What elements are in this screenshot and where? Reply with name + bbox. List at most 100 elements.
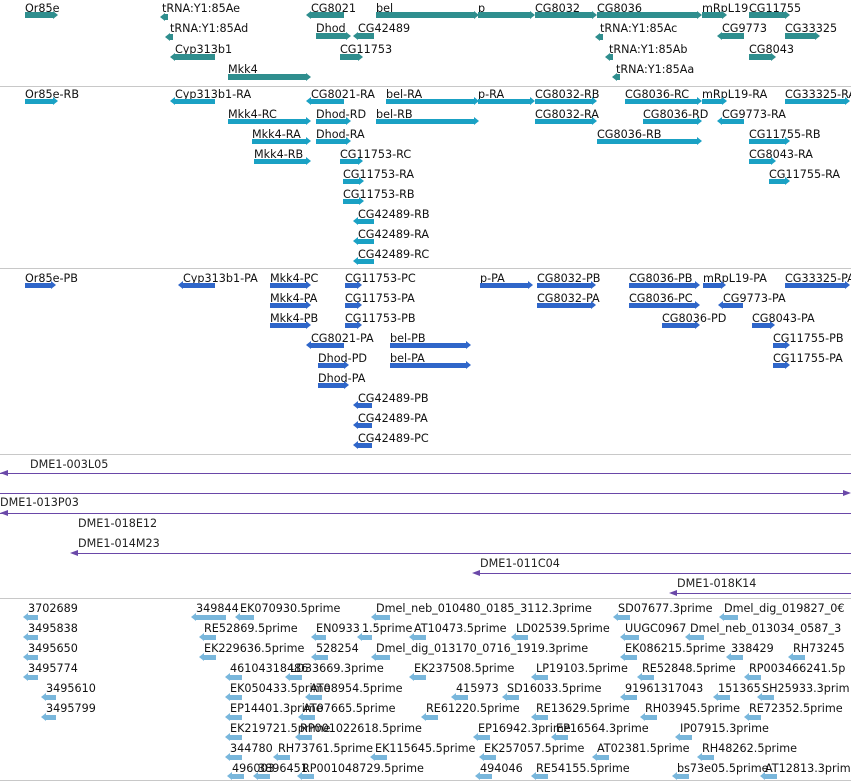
ests-feature-glyph[interactable] bbox=[536, 675, 548, 680]
ests-feature-glyph[interactable] bbox=[232, 774, 244, 779]
genes-feature-glyph[interactable] bbox=[749, 54, 771, 60]
ests-feature-label[interactable]: 344780 bbox=[230, 742, 273, 755]
ests-feature-glyph[interactable] bbox=[625, 635, 639, 640]
genes-feature-glyph[interactable] bbox=[376, 12, 474, 18]
mrna-feature-glyph[interactable] bbox=[769, 179, 785, 184]
ests-feature-glyph[interactable] bbox=[414, 675, 426, 680]
ests-feature-glyph[interactable] bbox=[507, 695, 519, 700]
clones-feature-label[interactable]: DME1-014M23 bbox=[78, 537, 160, 550]
genes-feature-label[interactable]: CG11753 bbox=[340, 43, 393, 56]
cds-feature-glyph[interactable] bbox=[390, 363, 466, 368]
ests-feature-glyph[interactable] bbox=[230, 735, 242, 740]
cds-feature-glyph[interactable] bbox=[703, 283, 721, 288]
cds-feature-label[interactable]: mRpL19-PA bbox=[703, 272, 767, 285]
ests-feature-label[interactable]: SD16033.5prime bbox=[507, 682, 602, 695]
mrna-feature-label[interactable]: Dhod-RA bbox=[316, 128, 365, 141]
mrna-feature-glyph[interactable] bbox=[722, 119, 744, 124]
ests-feature-glyph[interactable] bbox=[480, 774, 492, 779]
cds-feature-glyph[interactable] bbox=[537, 283, 591, 288]
mrna-feature-glyph[interactable] bbox=[358, 239, 374, 244]
clones-feature-glyph[interactable] bbox=[0, 473, 851, 474]
ests-feature-label[interactable]: EK115645.5prime bbox=[375, 742, 476, 755]
cds-feature-label[interactable]: CG11753-PC bbox=[345, 272, 416, 285]
ests-feature-glyph[interactable] bbox=[278, 755, 290, 760]
mrna-feature-label[interactable]: CG8036-RD bbox=[643, 108, 709, 121]
ests-feature-glyph[interactable] bbox=[376, 655, 390, 660]
genes-feature-label[interactable]: CG8032 bbox=[535, 2, 580, 15]
ests-feature-label[interactable]: 151365 bbox=[718, 682, 761, 695]
genes-feature-label[interactable]: bel bbox=[376, 2, 394, 15]
ests-feature-label[interactable]: 46104318486 bbox=[230, 662, 309, 675]
ests-feature-glyph[interactable] bbox=[625, 695, 637, 700]
cds-feature-glyph[interactable] bbox=[537, 303, 591, 308]
cds-feature-glyph[interactable] bbox=[270, 323, 306, 328]
genes-feature-glyph[interactable] bbox=[316, 33, 346, 39]
cds-feature-label[interactable]: Mkk4-PA bbox=[270, 292, 318, 305]
cds-feature-glyph[interactable] bbox=[629, 303, 695, 308]
cds-feature-label[interactable]: CG11753-PB bbox=[345, 312, 416, 325]
ests-feature-glyph[interactable] bbox=[597, 755, 609, 760]
mrna-feature-label[interactable]: CG8036-RB bbox=[597, 128, 662, 141]
cds-feature-label[interactable]: CG8032-PB bbox=[537, 272, 601, 285]
ests-feature-glyph[interactable] bbox=[28, 675, 38, 680]
ests-feature-glyph[interactable] bbox=[677, 774, 689, 779]
genes-feature-glyph[interactable] bbox=[165, 14, 168, 20]
cds-feature-label[interactable]: Dhod-PA bbox=[318, 372, 366, 385]
ests-feature-label[interactable]: LP19103.5prime bbox=[536, 662, 628, 675]
clones-feature-label[interactable]: DME1-003L05 bbox=[30, 458, 109, 471]
mrna-feature-glyph[interactable] bbox=[358, 219, 374, 224]
ests-feature-glyph[interactable] bbox=[724, 615, 738, 620]
mrna-feature-label[interactable]: mRpL19-RA bbox=[702, 88, 768, 101]
ests-feature-glyph[interactable] bbox=[230, 675, 242, 680]
cds-feature-glyph[interactable] bbox=[183, 283, 215, 288]
genes-feature-glyph[interactable] bbox=[175, 54, 215, 60]
ests-feature-glyph[interactable] bbox=[376, 615, 390, 620]
mrna-feature-glyph[interactable] bbox=[749, 139, 785, 144]
ests-feature-glyph[interactable] bbox=[362, 635, 372, 640]
ests-feature-label[interactable]: EP16942.3prime bbox=[478, 722, 571, 735]
ests-feature-glyph[interactable] bbox=[302, 774, 314, 779]
mrna-feature-label[interactable]: CG8036-RC bbox=[625, 88, 690, 101]
mrna-feature-glyph[interactable] bbox=[535, 119, 592, 124]
ests-feature-label[interactable]: 3495610 bbox=[46, 682, 96, 695]
ests-feature-glyph[interactable] bbox=[28, 655, 38, 660]
genes-feature-label[interactable]: CG8021 bbox=[311, 2, 356, 15]
mrna-feature-glyph[interactable] bbox=[597, 139, 697, 144]
clones-feature-label[interactable]: DME1-018K14 bbox=[677, 577, 757, 590]
cds-feature-label[interactable]: CG8043-PA bbox=[752, 312, 815, 325]
ests-feature-label[interactable]: RE52848.5prime bbox=[642, 662, 736, 675]
ests-feature-label[interactable]: AT08954.5prime bbox=[310, 682, 403, 695]
genes-feature-label[interactable]: CG42489 bbox=[358, 22, 411, 35]
mrna-feature-label[interactable]: CG42489-RC bbox=[358, 248, 430, 261]
ests-feature-glyph[interactable] bbox=[718, 695, 730, 700]
mrna-feature-label[interactable]: Mkk4-RA bbox=[252, 128, 301, 141]
ests-feature-label[interactable]: 3495838 bbox=[28, 622, 78, 635]
ests-feature-label[interactable]: Dmel_neb_010480_0185_3112.3prime bbox=[376, 602, 592, 615]
genes-feature-glyph[interactable] bbox=[311, 12, 344, 18]
genes-feature-glyph[interactable] bbox=[600, 34, 603, 40]
ests-feature-label[interactable]: RP001022618.5prime bbox=[300, 722, 422, 735]
ests-feature-label[interactable]: bs73e05.5prime bbox=[677, 762, 769, 775]
ests-feature-glyph[interactable] bbox=[375, 755, 387, 760]
ests-feature-label[interactable]: 496003 bbox=[232, 762, 275, 775]
ests-feature-label[interactable]: RE13629.5prime bbox=[536, 702, 630, 715]
ests-feature-label[interactable]: EP14401.3prime bbox=[230, 702, 323, 715]
genes-feature-glyph[interactable] bbox=[170, 34, 173, 40]
ests-feature-glyph[interactable] bbox=[258, 774, 270, 779]
ests-feature-label[interactable]: IP07915.3prime bbox=[680, 722, 769, 735]
ests-feature-label[interactable]: EP16564.3prime bbox=[556, 722, 649, 735]
mrna-feature-glyph[interactable] bbox=[252, 139, 306, 144]
mrna-feature-label[interactable]: CG9773-RA bbox=[722, 108, 786, 121]
ests-feature-glyph[interactable] bbox=[556, 735, 568, 740]
ests-feature-glyph[interactable] bbox=[300, 735, 312, 740]
ests-feature-label[interactable]: RH03945.5prime bbox=[645, 702, 741, 715]
cds-feature-label[interactable]: CG8036-PB bbox=[629, 272, 693, 285]
ests-feature-glyph[interactable] bbox=[484, 755, 496, 760]
ests-feature-glyph[interactable] bbox=[749, 675, 761, 680]
ests-feature-label[interactable]: 3495799 bbox=[46, 702, 96, 715]
ests-feature-label[interactable]: AT10473.5prime bbox=[414, 622, 507, 635]
cds-feature-glyph[interactable] bbox=[25, 283, 51, 288]
ests-feature-label[interactable]: EK219721.5prime bbox=[230, 722, 331, 735]
mrna-feature-label[interactable]: CG11755-RB bbox=[749, 128, 821, 141]
